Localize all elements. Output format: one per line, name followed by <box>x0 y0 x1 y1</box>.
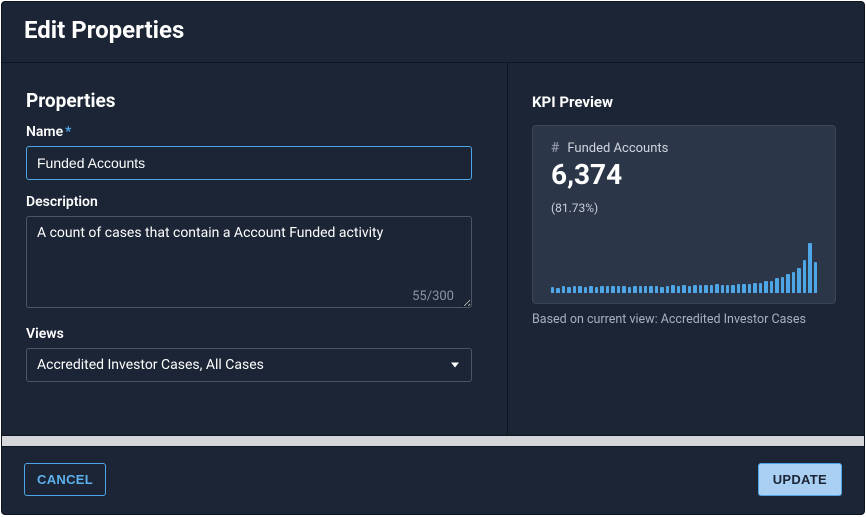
modal-title: Edit Properties <box>24 16 842 44</box>
modal-body: Properties Name* Description 55/300 View… <box>2 63 864 435</box>
spark-bar <box>721 285 724 293</box>
preview-note: Based on current view: Accredited Invest… <box>532 312 840 327</box>
spark-bar <box>562 286 565 293</box>
views-select[interactable]: Accredited Investor Cases, All Cases <box>26 348 472 382</box>
preview-title: KPI Preview <box>532 93 840 111</box>
spark-bar <box>617 286 620 293</box>
spark-bar <box>786 274 789 293</box>
spark-bar <box>688 286 691 293</box>
spark-bar <box>814 262 817 293</box>
spark-bar <box>671 285 674 293</box>
name-input[interactable] <box>26 146 472 180</box>
description-wrap: 55/300 <box>26 216 472 312</box>
spark-bar <box>595 287 598 293</box>
spark-bar <box>737 284 740 293</box>
spark-bar <box>704 285 707 293</box>
kpi-name: Funded Accounts <box>567 141 668 156</box>
properties-panel: Properties Name* Description 55/300 View… <box>2 63 508 435</box>
spark-bar <box>797 268 800 293</box>
name-field-group: Name* <box>26 124 483 180</box>
spark-bar <box>611 286 614 293</box>
spark-bar <box>710 285 713 293</box>
spark-bar <box>573 286 576 293</box>
spark-bar <box>606 286 609 293</box>
spark-bar <box>753 283 756 293</box>
required-marker: * <box>65 124 71 140</box>
spark-bar <box>693 285 696 293</box>
properties-section-title: Properties <box>26 89 483 112</box>
spark-bar <box>748 284 751 293</box>
spark-bar <box>622 286 625 293</box>
kpi-header: # Funded Accounts <box>551 140 817 156</box>
description-label: Description <box>26 194 483 210</box>
spark-bar <box>715 284 718 293</box>
spark-bar <box>764 281 767 294</box>
spark-bar <box>567 287 570 293</box>
spark-bar <box>682 285 685 293</box>
views-field-group: Views Accredited Investor Cases, All Cas… <box>26 326 483 382</box>
spark-bar <box>808 243 811 293</box>
kpi-value: 6,374 <box>551 158 817 191</box>
spark-bar <box>699 285 702 293</box>
spark-bar <box>666 286 669 293</box>
edit-properties-modal: Edit Properties Properties Name* Descrip… <box>1 1 865 515</box>
spark-bar <box>600 286 603 293</box>
update-button[interactable]: UPDATE <box>758 463 842 496</box>
spark-bar <box>551 287 554 293</box>
hash-icon: # <box>551 140 559 156</box>
spark-bar <box>649 286 652 293</box>
preview-panel: KPI Preview # Funded Accounts 6,374 (81.… <box>508 63 864 435</box>
kpi-sparkline <box>551 243 817 293</box>
modal-footer: CANCEL UPDATE <box>2 447 864 514</box>
spark-bar <box>556 288 559 293</box>
spark-bar <box>726 285 729 293</box>
cancel-button[interactable]: CANCEL <box>24 463 106 496</box>
views-selected-text: Accredited Investor Cases, All Cases <box>37 357 264 373</box>
spark-bar <box>655 286 658 293</box>
spark-bar <box>589 286 592 293</box>
description-field-group: Description 55/300 <box>26 194 483 312</box>
spark-bar <box>633 286 636 293</box>
spark-bar <box>792 272 795 293</box>
spark-bar <box>781 277 784 293</box>
spark-bar <box>639 286 642 293</box>
kpi-percent: (81.73%) <box>551 201 817 215</box>
views-label: Views <box>26 326 483 342</box>
spark-bar <box>578 286 581 293</box>
name-label: Name* <box>26 124 483 140</box>
chevron-down-icon <box>451 363 459 368</box>
spark-bar <box>731 285 734 293</box>
spark-bar <box>644 286 647 293</box>
spark-bar <box>677 286 680 293</box>
spark-bar <box>759 283 762 293</box>
modal-header: Edit Properties <box>2 2 864 63</box>
name-label-text: Name <box>26 124 63 140</box>
horizontal-scrollbar[interactable] <box>2 435 864 447</box>
spark-bar <box>584 287 587 293</box>
spark-bar <box>660 287 663 293</box>
description-input[interactable] <box>26 216 472 308</box>
spark-bar <box>770 281 773 294</box>
spark-bar <box>803 260 806 293</box>
spark-bar <box>775 278 778 293</box>
kpi-card: # Funded Accounts 6,374 (81.73%) <box>532 125 836 304</box>
spark-bar <box>742 284 745 293</box>
spark-bar <box>628 287 631 293</box>
